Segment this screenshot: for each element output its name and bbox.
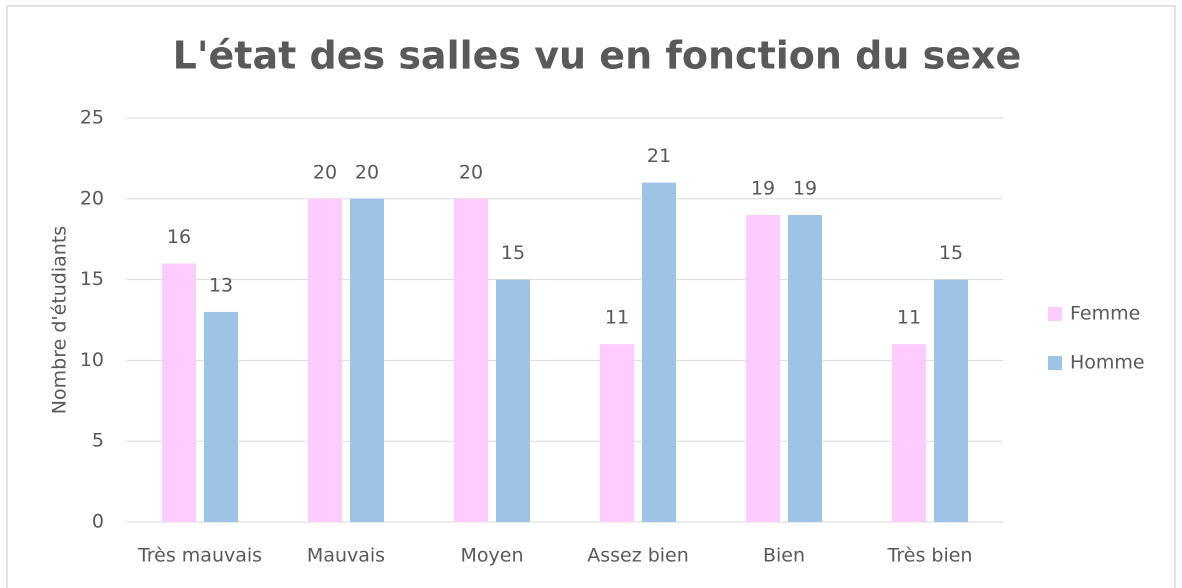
x-tick-label: Bien	[763, 545, 805, 567]
bar	[204, 311, 238, 522]
data-label: 13	[209, 274, 233, 296]
bar	[788, 214, 822, 522]
data-label: 15	[501, 242, 525, 264]
legend-label: Homme	[1070, 352, 1145, 374]
bar	[600, 344, 634, 522]
y-tick-label: 0	[92, 511, 104, 533]
y-tick-label: 5	[92, 430, 104, 452]
data-label: 16	[167, 226, 191, 248]
bar	[454, 198, 488, 523]
bar	[934, 279, 968, 522]
data-label: 20	[355, 161, 379, 183]
bar	[642, 182, 676, 522]
y-tick-label: 15	[80, 268, 104, 290]
bar	[746, 214, 780, 522]
bar	[350, 198, 384, 523]
data-label: 20	[313, 161, 337, 183]
data-label: 11	[605, 307, 629, 329]
data-label: 19	[793, 177, 817, 199]
bar	[892, 344, 926, 522]
y-tick-label: 25	[80, 107, 104, 129]
x-tick-label: Moyen	[461, 545, 524, 567]
legend-swatch	[1048, 356, 1062, 370]
x-tick-label: Très bien	[887, 545, 973, 567]
chart-frame	[6, 5, 1176, 588]
bar	[496, 279, 530, 522]
y-tick-label: 10	[80, 349, 104, 371]
x-tick-label: Mauvais	[307, 545, 385, 567]
data-label: 11	[897, 307, 921, 329]
y-tick-label: 20	[80, 187, 104, 209]
x-tick-label: Assez bien	[587, 545, 689, 567]
legend-label: Femme	[1070, 303, 1140, 325]
data-label: 19	[751, 177, 775, 199]
x-tick-label: Très mauvais	[137, 545, 262, 567]
bar	[308, 198, 342, 523]
data-label: 20	[459, 161, 483, 183]
legend-swatch	[1048, 307, 1062, 321]
chart-title: L'état des salles vu en fonction du sexe	[173, 34, 1022, 78]
data-label: 21	[647, 145, 671, 167]
y-axis-label: Nombre d'étudiants	[49, 226, 71, 414]
data-label: 15	[939, 242, 963, 264]
bar	[162, 263, 196, 522]
